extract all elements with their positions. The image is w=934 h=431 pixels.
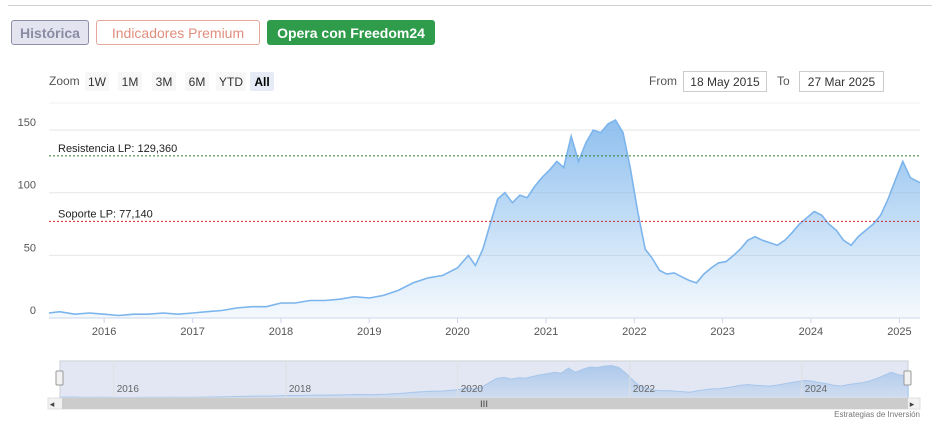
zoom-1m-button[interactable]: 1M — [118, 72, 142, 91]
opera-freedom24-button[interactable]: Opera con Freedom24 — [267, 20, 435, 45]
navigator[interactable]: 2016 2018 2020 2022 2024 — [55, 360, 912, 399]
top-divider — [8, 5, 932, 6]
navigator-tick-label: 2020 — [461, 384, 484, 395]
zoom-label: Zoom — [49, 74, 80, 88]
zoom-6m-button[interactable]: 6M — [185, 72, 209, 91]
x-tick-label: 2017 — [180, 326, 204, 338]
to-date-input[interactable]: 27 Mar 2025 — [799, 71, 884, 92]
zoom-all-button[interactable]: All — [250, 72, 274, 91]
x-tick-label: 2018 — [269, 326, 293, 338]
y-tick-label: 50 — [24, 242, 36, 254]
tab-historica[interactable]: Histórica — [11, 20, 89, 45]
hline-label-1: Soporte LP: 77,140 — [58, 208, 153, 220]
navigator-tick-label: 2024 — [805, 384, 828, 395]
y-axis: 0 50 100 150 — [18, 117, 36, 317]
price-line — [48, 118, 921, 317]
x-tick-label: 2022 — [622, 326, 646, 338]
scrollbar-right-arrow-icon[interactable]: ▸ — [910, 400, 915, 410]
price-area — [49, 120, 920, 318]
x-tick-label: 2023 — [710, 326, 734, 338]
to-label: To — [777, 74, 790, 88]
navigator-mask — [60, 361, 908, 398]
hline-label-0: Resistencia LP: 129,360 — [58, 143, 177, 155]
scrollbar-left-arrow-icon[interactable]: ◂ — [50, 400, 55, 410]
x-axis: 2016 2017 2018 2019 2020 2021 2022 2023 2024 2025 — [49, 317, 920, 338]
x-tick-label: 2024 — [799, 326, 823, 338]
credits: Estrategias de Inversión — [834, 410, 920, 419]
navigator-handle-left[interactable] — [55, 370, 64, 386]
x-tick-label: 2025 — [887, 326, 911, 338]
from-date-input[interactable]: 18 May 2015 — [683, 71, 767, 92]
x-tick-label: 2021 — [534, 326, 558, 338]
x-tick-label: 2020 — [445, 326, 469, 338]
zoom-3m-button[interactable]: 3M — [152, 72, 176, 91]
navigator-tick-label: 2016 — [117, 384, 140, 395]
y-tick-label: 100 — [18, 180, 36, 192]
price-chart: 0 50 100 150 Resistencia LP: 129,360 Soporte… — [18, 102, 921, 410]
zoom-1w-button[interactable]: 1W — [85, 72, 109, 91]
y-tick-label: 0 — [30, 305, 36, 317]
scrollbar[interactable]: ◂ ▸ III — [47, 397, 921, 410]
x-tick-label: 2019 — [357, 326, 381, 338]
annotations: Resistencia LP: 129,360 Soporte LP: 77,14… — [49, 143, 920, 222]
scrollbar-thumb[interactable] — [62, 398, 908, 409]
from-label: From — [649, 74, 677, 88]
scrollbar-grip-icon[interactable]: III — [480, 400, 488, 410]
navigator-handle-right[interactable] — [903, 370, 912, 386]
y-tick-label: 150 — [18, 117, 36, 129]
tab-indicadores-premium[interactable]: Indicadores Premium — [96, 20, 260, 45]
navigator-tick-label: 2018 — [289, 384, 312, 395]
x-tick-label: 2016 — [92, 326, 116, 338]
navigator-tick-label: 2022 — [633, 384, 656, 395]
zoom-ytd-button[interactable]: YTD — [216, 72, 246, 91]
navigator-x-axis: 2016 2018 2020 2022 2024 — [113, 361, 828, 398]
